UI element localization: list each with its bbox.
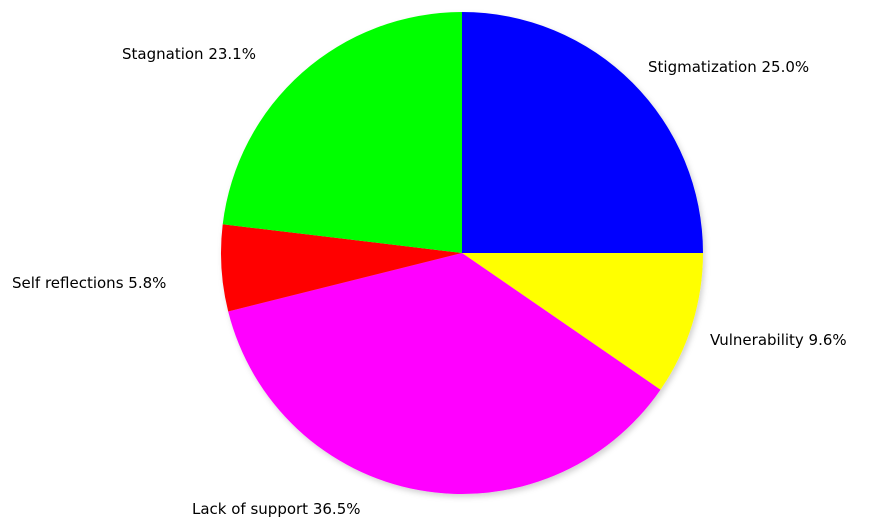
- slice-label-vulnerability: Vulnerability 9.6%: [710, 331, 847, 349]
- pie-slices: [221, 12, 703, 494]
- pie-slice-lack-of-support: [228, 253, 661, 494]
- pie-slice-stagnation: [222, 12, 462, 253]
- pie-slice-stigmatization: [462, 12, 703, 253]
- slice-label-stigmatization: Stigmatization 25.0%: [648, 58, 809, 76]
- slice-label-stagnation: Stagnation 23.1%: [122, 45, 256, 63]
- pie-slice-self-reflections: [221, 224, 462, 312]
- slice-label-lack-of-support: Lack of support 36.5%: [192, 500, 361, 518]
- slice-label-self-reflections: Self reflections 5.8%: [12, 274, 166, 292]
- pie-slice-vulnerability: [462, 253, 703, 390]
- pie-labels: Stigmatization 25.0% Vulnerability 9.6% La…: [12, 45, 847, 518]
